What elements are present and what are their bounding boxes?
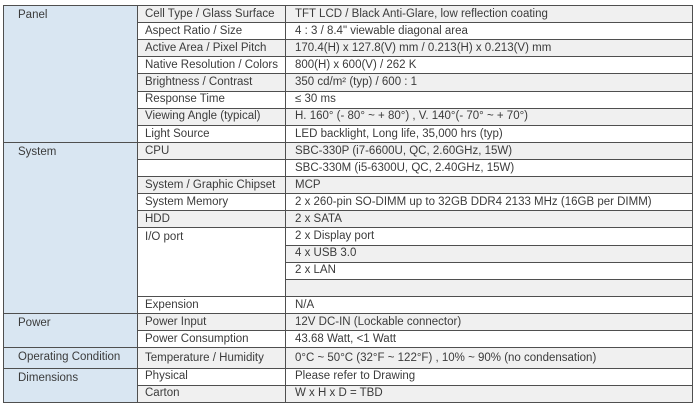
spec-name-cell: Aspect Ratio / Size — [137, 22, 286, 41]
spec-value-cell: 0°C ~ 50°C (32°F ~ 122°F) , 10% ~ 90% (n… — [285, 347, 693, 369]
table-row: Native Resolution / Colors 800(H) x 600(… — [4, 56, 693, 75]
spec-name-cell: Physical — [137, 367, 286, 386]
spec-name-cell: CPU — [137, 141, 286, 160]
spec-value-cell: 4 : 3 / 8.4" viewable diagonal area — [285, 22, 693, 41]
spec-name-cell: Light Source — [137, 124, 286, 143]
table-row: Aspect Ratio / Size 4 : 3 / 8.4" viewabl… — [4, 22, 693, 41]
spec-value-cell: 2 x 260-pin SO-DIMM up to 32GB DDR4 2133… — [285, 193, 693, 212]
table-row: Power Power Input 12V DC-IN (Lockable co… — [3, 312, 693, 349]
spec-name-cell: Native Resolution / Colors — [137, 56, 286, 75]
spec-name-cell: Carton — [137, 384, 286, 404]
spec-value-cell: 2 x SATA — [285, 210, 693, 229]
table-row: Expension N/A — [4, 295, 693, 314]
spec-value-cell: MCP — [285, 176, 693, 195]
category-cell-panel: Panel — [3, 5, 138, 143]
table-row: 4 x USB 3.0 — [4, 244, 693, 263]
spec-value-cell: W x H x D = TBD — [285, 384, 693, 404]
spec-value-cell: 12V DC-IN (Lockable connector) — [285, 312, 693, 332]
table-row: Panel Cell Type / Glass Surface TFT LCD … — [3, 4, 693, 143]
spec-value-cell: SBC-330P (i7-6600U, QC, 2.60GHz, 15W) — [285, 141, 693, 160]
spec-name-cell: I/O port — [137, 227, 286, 297]
table-row: Active Area / Pixel Pitch 170.4(H) x 127… — [4, 39, 693, 58]
table-row: System CPU SBC-330P (i7-6600U, QC, 2.60G… — [3, 141, 693, 314]
table-row: System Memory 2 x 260-pin SO-DIMM up to … — [4, 193, 693, 212]
spec-value-cell: N/A — [285, 295, 693, 314]
spec-value-cell — [285, 278, 693, 297]
spec-name-cell: Power Consumption — [137, 330, 286, 349]
spec-value-cell: 43.68 Watt, <1 Watt — [285, 330, 693, 349]
spec-value-cell: 4 x USB 3.0 — [285, 244, 693, 263]
spec-name-cell: Power Input — [137, 312, 286, 332]
spec-name-cell: Active Area / Pixel Pitch — [137, 39, 286, 58]
spec-value-cell: H. 160° (- 80° ~ + 80°) , V. 140°(- 70° … — [285, 107, 693, 126]
spec-value-cell: 170.4(H) x 127.8(V) mm / 0.213(H) x 0.21… — [285, 39, 693, 58]
spec-value-cell: 800(H) x 600(V) / 262 K — [285, 56, 693, 75]
category-cell-power: Power — [3, 312, 138, 349]
table-row: SBC-330M (i5-6300U, QC, 2.40GHz, 15W) — [4, 158, 693, 178]
table-row: Carton W x H x D = TBD — [4, 384, 693, 404]
category-cell-operating-condition: Operating Condition — [3, 347, 138, 369]
spec-name-cell: Response Time — [137, 90, 286, 109]
spec-name-cell: System / Graphic Chipset — [137, 176, 286, 195]
spec-name-cell: Cell Type / Glass Surface — [137, 4, 286, 24]
spec-name-cell: Expension — [137, 295, 286, 314]
table-row: Power Consumption 43.68 Watt, <1 Watt — [4, 330, 693, 349]
spec-value-cell: LED backlight, Long life, 35,000 hrs (ty… — [285, 124, 693, 143]
spec-value-cell: 350 cd/m² (typ) / 600 : 1 — [285, 73, 693, 92]
table-row: 2 x LAN — [4, 261, 693, 280]
spec-name-cell: HDD — [137, 210, 286, 229]
spec-name-cell: Brightness / Contrast — [137, 73, 286, 92]
spec-table: Panel Cell Type / Glass Surface TFT LCD … — [3, 4, 693, 404]
category-cell-system: System — [3, 141, 138, 314]
spec-name-cell: Viewing Angle (typical) — [137, 107, 286, 126]
category-cell-dimensions: Dimensions — [3, 367, 138, 404]
table-row: Light Source LED backlight, Long life, 3… — [4, 124, 693, 143]
table-row: I/O port 2 x Display port — [4, 227, 693, 297]
spec-value-cell: 2 x Display port — [285, 227, 693, 246]
spec-name-cell: System Memory — [137, 193, 286, 212]
spec-value-cell: ≤ 30 ms — [285, 90, 693, 109]
spec-name-cell — [137, 158, 286, 178]
spec-value-cell: 2 x LAN — [285, 261, 693, 280]
spec-name-cell: Temperature / Humidity — [137, 347, 286, 369]
table-row: Viewing Angle (typical) H. 160° (- 80° ~… — [4, 107, 693, 126]
spec-value-cell: SBC-330M (i5-6300U, QC, 2.40GHz, 15W) — [285, 158, 693, 178]
spec-value-cell: TFT LCD / Black Anti-Glare, low reflecti… — [285, 4, 693, 24]
table-row: Operating Condition Temperature / Humidi… — [3, 347, 693, 369]
table-row: Dimensions Physical Please refer to Draw… — [3, 367, 693, 404]
spec-value-cell: Please refer to Drawing — [285, 367, 693, 386]
